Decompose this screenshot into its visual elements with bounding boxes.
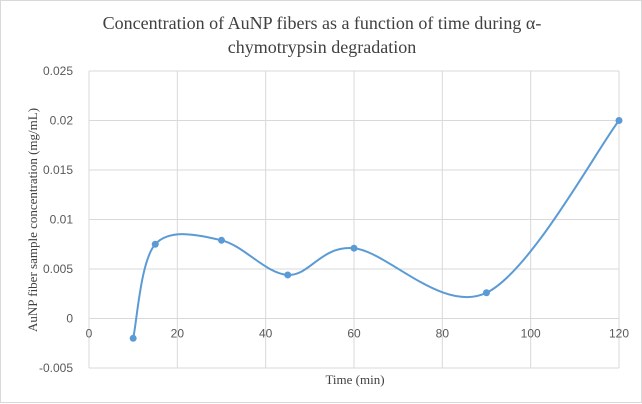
y-tick-label: 0.02 <box>50 114 74 128</box>
x-axis-label: Time (min) <box>325 372 384 387</box>
y-tick-label: 0 <box>66 312 73 326</box>
y-tick-label: 0.01 <box>50 213 74 227</box>
data-point <box>615 117 623 124</box>
gridlines <box>88 70 620 369</box>
x-tick-label: 120 <box>609 327 629 341</box>
x-tick-label: 20 <box>171 327 185 341</box>
series-line <box>132 119 620 339</box>
data-point <box>483 289 490 297</box>
chart-title: Concentration of AuNP fibers as a functi… <box>1 11 642 59</box>
y-tick-labels: -0.005 0 0.005 0.01 0.015 0.02 0.025 <box>39 64 73 375</box>
chart-title-line-1: Concentration of AuNP fibers as a functi… <box>102 13 542 33</box>
chart-title-line-2: chymotrypsin degradation <box>227 37 417 57</box>
data-point <box>129 334 137 342</box>
x-tick-label: 60 <box>347 327 361 341</box>
data-point <box>151 240 159 248</box>
data-points <box>129 117 623 342</box>
x-tick-labels: 0 20 40 60 80 100 120 <box>86 327 630 341</box>
data-point <box>350 244 358 252</box>
y-tick-label: -0.005 <box>39 361 73 375</box>
y-tick-label: 0.005 <box>43 262 73 276</box>
data-point <box>284 271 292 279</box>
x-tick-label: 100 <box>521 327 541 341</box>
y-axis-label: AuNP fiber sample concentration (mg/mL) <box>25 108 40 332</box>
y-tick-label: 0.025 <box>43 64 73 78</box>
data-point <box>218 236 225 244</box>
y-tick-label: 0.015 <box>43 163 73 177</box>
x-tick-label: 80 <box>436 327 450 341</box>
x-tick-label: 0 <box>86 327 93 341</box>
x-tick-label: 40 <box>259 327 273 341</box>
